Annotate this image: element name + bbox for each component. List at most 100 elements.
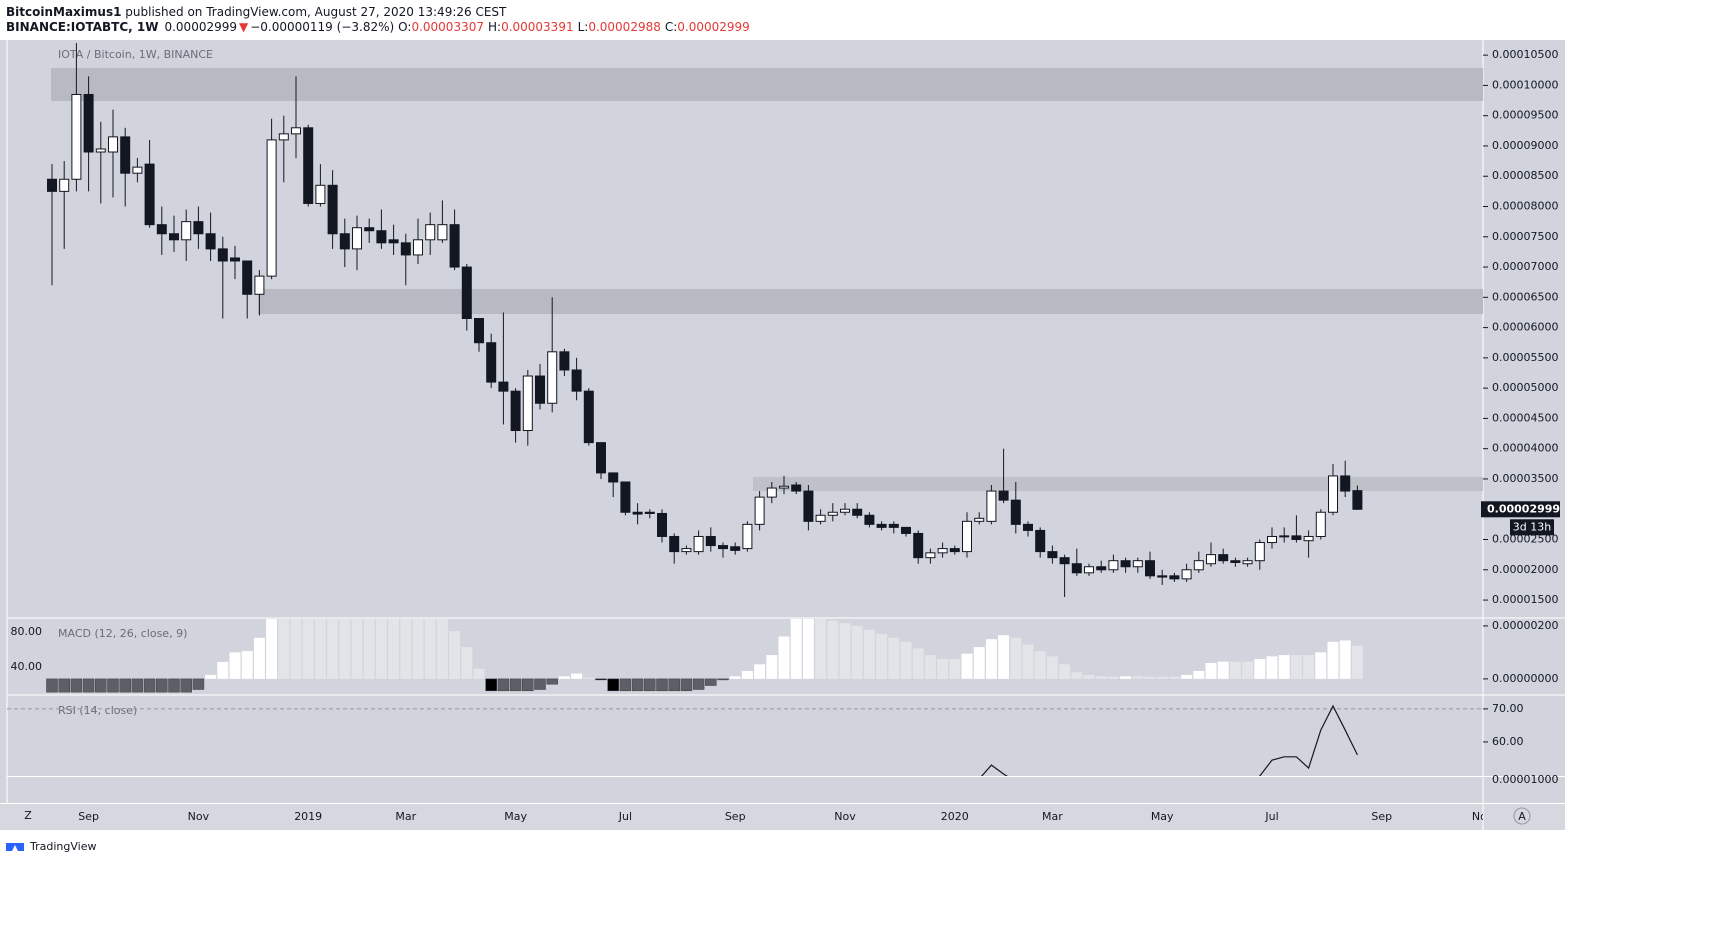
candle-body: [498, 381, 509, 392]
candle-body: [315, 184, 326, 204]
macd-bar: [217, 661, 229, 679]
candle-body: [888, 523, 899, 528]
macd-bar: [876, 633, 888, 679]
candle-body: [962, 520, 972, 553]
y-tick-label: 0.00000200: [1492, 619, 1558, 632]
candle-body: [59, 178, 70, 192]
candle-body: [1059, 557, 1070, 565]
y-tick-label: 0.00004000: [1492, 442, 1558, 455]
countdown: 3d 13h: [1513, 520, 1551, 533]
change: −0.00000119 (−3.82%): [250, 20, 394, 34]
candle-body: [120, 136, 131, 174]
candle-body: [1023, 523, 1033, 531]
macd-bar: [436, 619, 448, 679]
macd-bar: [558, 676, 570, 679]
candle-body: [1047, 551, 1058, 559]
x-tick-label: Jul: [1264, 810, 1278, 823]
macd-bar: [1107, 676, 1119, 679]
macd-bar: [1290, 655, 1302, 679]
macd-bar: [485, 678, 497, 692]
candle-body: [644, 511, 655, 514]
candle-body: [474, 318, 484, 344]
candle-body: [254, 275, 265, 295]
macd-bar: [766, 655, 778, 679]
macd-bar: [1132, 676, 1144, 679]
candle-body: [1193, 560, 1204, 571]
candle-body: [791, 484, 802, 492]
candle-body: [83, 93, 94, 153]
auto-scale-button[interactable]: A: [1518, 810, 1526, 823]
y-tick-label: 0.00006500: [1492, 290, 1558, 303]
macd-bar: [815, 619, 827, 679]
arrow: ▼: [239, 20, 249, 34]
candle-body: [730, 546, 741, 551]
y-tick-label: 0.00008000: [1492, 200, 1558, 213]
x-tick-label: 2019: [294, 810, 322, 823]
macd-bar: [717, 678, 729, 681]
macd-bar: [192, 678, 205, 690]
macd-bar: [375, 619, 387, 679]
y-tick-label: 70.00: [1492, 702, 1524, 715]
symbol: BINANCE:IOTABTC, 1W: [6, 20, 158, 34]
macd-bar: [607, 678, 619, 692]
macd-bar: [119, 678, 131, 693]
candle-body: [1291, 535, 1302, 541]
candle-body: [681, 548, 692, 553]
resistance-zone: [258, 289, 1483, 314]
macd-bar: [143, 678, 156, 693]
y-tick-label: 0.00008500: [1492, 169, 1558, 182]
candle-body: [803, 490, 814, 522]
candle-body: [71, 93, 82, 180]
brand-logo: [6, 843, 24, 851]
candle-body: [998, 490, 1009, 501]
candle-body: [571, 369, 582, 392]
candle-body: [1352, 490, 1363, 510]
header-line: BitcoinMaximus1 published on TradingView…: [6, 5, 507, 19]
macd-bar: [290, 619, 302, 679]
published: published on TradingView.com, August 27,…: [121, 5, 507, 19]
candle-body: [461, 266, 472, 320]
auto-scale-button-ring[interactable]: [1513, 807, 1531, 825]
macd-bar: [973, 647, 985, 679]
candle-body: [266, 139, 277, 277]
rsi-line: [981, 704, 1358, 776]
macd-bar: [1095, 676, 1107, 679]
y-tick-label: 0.00009000: [1492, 139, 1558, 152]
macd-bar: [937, 659, 949, 679]
macd-bar: [522, 678, 534, 692]
timezone-button[interactable]: Z: [24, 809, 32, 822]
macd-bar: [156, 678, 168, 693]
macd-bar: [95, 678, 107, 693]
candle-body: [413, 239, 423, 256]
macd-bar: [1193, 670, 1205, 679]
macd-bar: [1144, 676, 1156, 679]
macd-bar: [985, 639, 997, 679]
y-tick-label: 0.00004500: [1492, 411, 1558, 424]
candle-body: [1035, 529, 1046, 553]
ohlc-value: 0.00002988: [588, 20, 661, 34]
candle-body: [1206, 554, 1216, 565]
candle-body: [779, 485, 789, 489]
x-tick-label: Jul: [618, 810, 632, 823]
x-tick-label: Sep: [1371, 810, 1392, 823]
macd-bar: [180, 678, 192, 693]
ohlc-key: C:: [665, 20, 677, 34]
y-tick-label: 0.00005500: [1492, 351, 1558, 364]
chart-bg: [0, 40, 1565, 830]
macd-bar: [583, 677, 595, 679]
candle-body: [669, 535, 680, 553]
macd-title: MACD (12, 26, close, 9): [58, 627, 187, 640]
candle-body: [303, 127, 314, 204]
macd-bar: [1327, 641, 1339, 679]
macd-pane: [46, 619, 1363, 693]
candle-body: [437, 224, 448, 241]
y-tick-label: 0.00010500: [1492, 48, 1558, 61]
candle-body: [339, 233, 350, 250]
macd-bar: [168, 678, 180, 693]
candle-body: [1071, 563, 1082, 574]
macd-bar: [571, 673, 583, 679]
macd-bar: [998, 635, 1010, 679]
x-tick-label: Mar: [1042, 810, 1063, 823]
candle-body: [217, 248, 228, 262]
macd-bar: [754, 664, 766, 679]
